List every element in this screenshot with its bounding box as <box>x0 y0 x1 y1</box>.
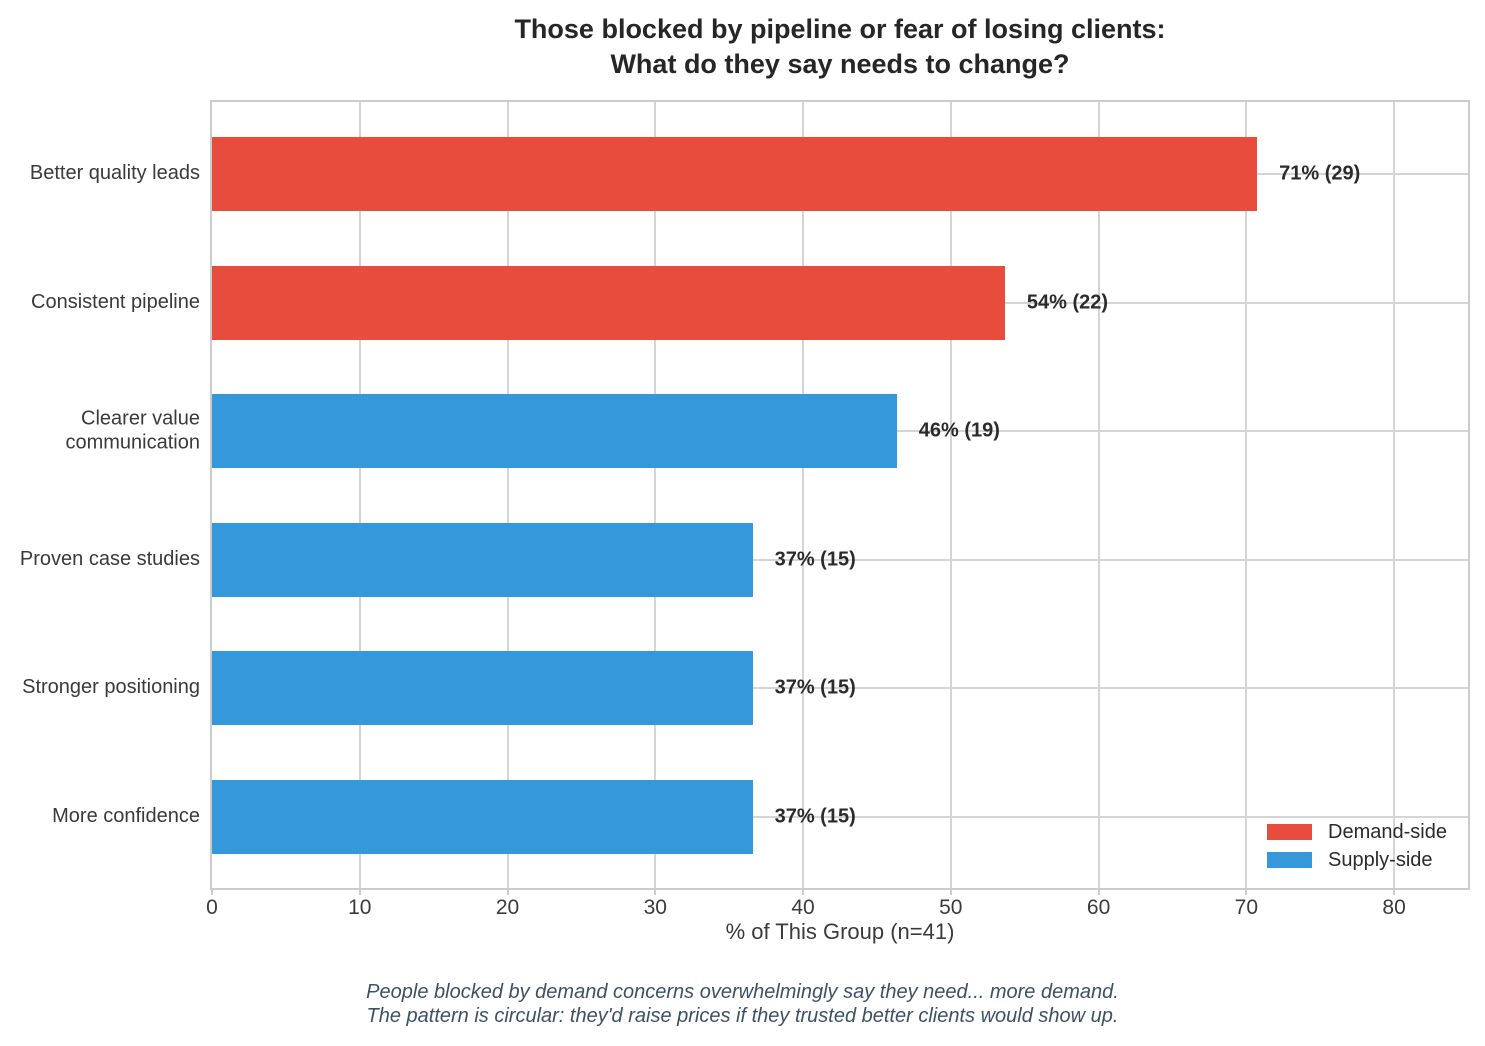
bar <box>212 265 1005 340</box>
x-tick-mark <box>1393 889 1396 895</box>
bar-value-label: 37% (15) <box>774 676 856 699</box>
x-tick-mark <box>654 889 657 895</box>
x-tick-mark <box>506 889 509 895</box>
x-tick-label: 10 <box>348 896 372 919</box>
category-label: More confidence <box>52 804 200 827</box>
category-label: Stronger positioning <box>22 676 200 699</box>
x-tick-label: 0 <box>206 896 218 919</box>
bar-value-label: 37% (15) <box>774 548 856 570</box>
bar <box>212 394 897 468</box>
category-label: Clearer value communication <box>65 407 200 453</box>
chart-title: Those blocked by pipeline or fear of los… <box>210 12 1470 81</box>
bar <box>212 137 1258 211</box>
legend-label: Supply-side <box>1328 848 1433 871</box>
legend-row: Demand-side <box>1267 818 1447 846</box>
bar-value-label: 54% (22) <box>1026 291 1109 313</box>
chart-title-line-2: What do they say needs to change? <box>610 48 1070 79</box>
category-label: Consistent pipeline <box>31 290 200 313</box>
x-tick-mark <box>358 889 361 895</box>
gridline-vertical <box>358 102 361 888</box>
x-tick-mark <box>1097 889 1100 895</box>
x-tick-label: 20 <box>495 896 520 919</box>
x-tick-mark <box>1245 889 1248 895</box>
gridline-vertical <box>802 102 805 888</box>
gridline-vertical <box>1097 102 1100 888</box>
gridline-vertical <box>1245 102 1248 888</box>
bar-value-label: 46% (19) <box>918 419 1000 442</box>
bar <box>212 651 753 725</box>
chart-title-line-1: Those blocked by pipeline or fear of los… <box>514 14 1166 44</box>
caption-line-1: People blocked by demand concerns overwh… <box>366 981 1119 1003</box>
gridline-vertical <box>506 102 509 888</box>
x-tick-label: 60 <box>1086 896 1111 919</box>
x-tick-mark <box>949 889 952 895</box>
x-tick-mark <box>211 889 213 895</box>
gridline-vertical <box>654 102 657 888</box>
x-tick-label: 50 <box>939 896 963 919</box>
plot-area <box>210 100 1470 890</box>
gridline-vertical <box>1393 102 1396 888</box>
bar <box>212 779 753 854</box>
x-tick-label: 30 <box>643 896 667 919</box>
x-axis-label: % of This Group (n=41) <box>725 919 955 944</box>
gridline-horizontal <box>212 558 1468 561</box>
x-tick-mark <box>802 889 805 895</box>
x-tick-label: 70 <box>1234 896 1259 919</box>
legend: Demand-side Supply-side <box>1267 818 1447 874</box>
x-tick-label: 40 <box>791 896 815 919</box>
gridline-horizontal <box>212 815 1468 818</box>
bar-value-label: 37% (15) <box>774 805 856 827</box>
x-tick-label: 80 <box>1382 896 1406 919</box>
category-label: Better quality leads <box>29 162 200 185</box>
legend-swatch <box>1267 852 1312 868</box>
bar <box>212 522 753 597</box>
caption-line-2: The pattern is circular: they'd raise pr… <box>366 1005 1119 1028</box>
bar-value-label: 71% (29) <box>1279 162 1361 185</box>
gridline-vertical <box>949 102 952 888</box>
caption: People blocked by demand concerns overwh… <box>0 980 1485 1029</box>
category-label: Proven case studies <box>19 547 200 570</box>
legend-swatch <box>1267 824 1312 840</box>
legend-row: Supply-side <box>1267 846 1447 874</box>
gridline-horizontal <box>212 687 1468 689</box>
legend-label: Demand-side <box>1328 820 1447 843</box>
